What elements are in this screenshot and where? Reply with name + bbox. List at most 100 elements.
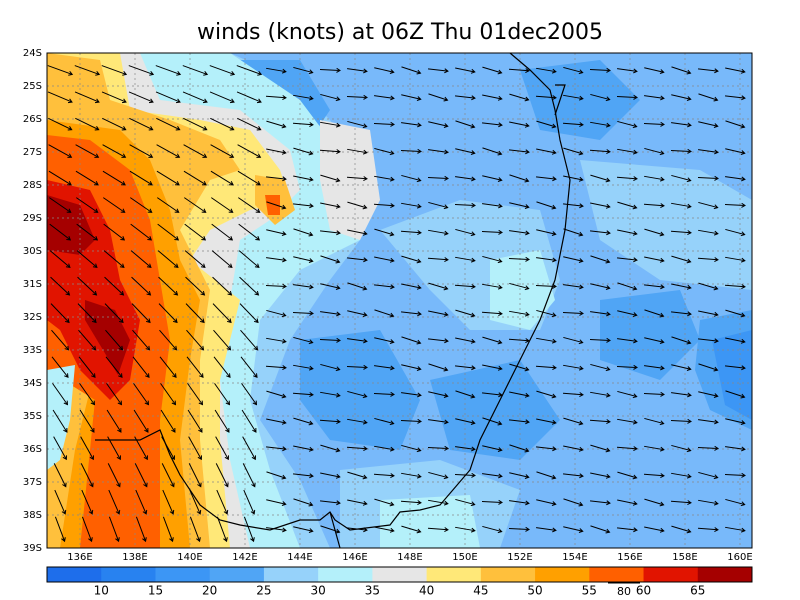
colorbar-swatch (155, 567, 211, 582)
wind-arrow (54, 489, 67, 515)
wind-arrow (346, 176, 368, 182)
wind-arrow (482, 203, 503, 209)
wind-arrow (347, 418, 368, 425)
wind-arrow (104, 303, 124, 324)
wind-arrow (671, 122, 692, 128)
wind-arrow (293, 336, 314, 345)
wind-arrow (428, 310, 449, 317)
wind-arrow (347, 390, 368, 399)
wind-arrow (374, 67, 395, 74)
wind-arrow (671, 174, 692, 183)
wind-arrow (347, 229, 368, 236)
wind-arrow (320, 283, 341, 290)
wind-arrow (428, 282, 449, 291)
wind-arrow (215, 463, 229, 488)
wind-arrow (401, 525, 422, 534)
wind-arrow (481, 229, 503, 235)
wind-arrow (671, 392, 692, 398)
wind-arrow (563, 175, 584, 182)
wind-arrow (129, 170, 153, 186)
wind-arrow (78, 356, 96, 379)
wind-arrow (185, 303, 205, 324)
wind-arrow (159, 329, 178, 351)
wind-arrow (536, 337, 557, 344)
wind-arrow (238, 197, 261, 213)
colorbar-label: 35 (365, 584, 380, 598)
lon-label: 140E (177, 552, 202, 563)
wind-arrow (101, 91, 127, 104)
colorbar-swatch (535, 567, 590, 582)
wind-arrow (670, 148, 692, 154)
wind-arrow (644, 337, 665, 344)
wind-arrow (670, 230, 692, 236)
wind-arrow (54, 516, 66, 543)
wind-arrow (401, 122, 422, 128)
wind-arrow (671, 94, 692, 101)
wind-arrow (189, 516, 201, 543)
wind-arrow (644, 498, 665, 507)
wind-arrow (47, 91, 73, 104)
wind-arrow (589, 419, 611, 425)
wind-arrow (401, 255, 422, 264)
lat-label: 26S (23, 114, 42, 125)
wind-arrow (133, 409, 149, 433)
wind-arrow (102, 170, 126, 186)
wind-arrow (455, 309, 476, 318)
wind-arrow (373, 121, 395, 127)
wind-arrow (160, 409, 176, 433)
wind-arrow (428, 391, 449, 398)
wind-arrow (643, 391, 665, 397)
wind-arrow (455, 498, 476, 507)
wind-arrow (266, 446, 287, 452)
wind-arrow (482, 175, 503, 182)
wind-arrow (374, 175, 395, 182)
wind-arrow (186, 356, 204, 379)
wind-arrow (482, 473, 503, 479)
wind-arrow (47, 65, 74, 76)
wind-arrow (51, 329, 70, 351)
wind-arrow (293, 147, 314, 156)
colorbar-label: 15 (148, 584, 163, 598)
wind-arrow (590, 500, 611, 506)
wind-arrow (128, 91, 154, 104)
wind-arrow (75, 170, 99, 186)
wind-arrow (400, 148, 422, 154)
wind-arrow (563, 228, 584, 237)
wind-arrow (644, 417, 665, 426)
wind-arrow (347, 310, 368, 317)
wind-arrow (266, 201, 287, 210)
lon-label: 152E (507, 552, 532, 563)
wind-arrow (698, 419, 719, 425)
wind-arrow (266, 418, 287, 425)
lat-label: 36S (23, 444, 42, 455)
wind-arrow (102, 117, 127, 131)
wind-arrow (644, 147, 665, 156)
wind-arrow (48, 117, 73, 131)
wind-arrow (347, 499, 368, 506)
wind-arrow (243, 489, 256, 515)
wind-arrow (427, 175, 449, 181)
wind-arrow (725, 67, 746, 74)
wind-arrow (698, 229, 719, 236)
wind-arrow (238, 223, 261, 241)
wind-arrow (347, 120, 368, 129)
wind-arrow (135, 516, 147, 543)
wind-arrow (293, 284, 314, 290)
wind-arrow (508, 526, 530, 532)
wind-arrow (455, 95, 476, 101)
wind-arrow (482, 336, 503, 345)
wind-arrow (347, 338, 368, 344)
wind-arrow (617, 229, 638, 236)
lon-label: 142E (232, 552, 257, 563)
wind-arrow (644, 284, 665, 290)
wind-arrow (697, 527, 719, 533)
wind-arrow (77, 276, 98, 296)
wind-arrow (455, 446, 476, 452)
wind-arrow (536, 527, 557, 533)
wind-arrow (427, 257, 449, 263)
wind-arrow (562, 122, 584, 128)
wind-arrow (237, 144, 262, 158)
colorbar-frame (46, 566, 753, 583)
wind-arrow (617, 471, 638, 480)
wind-arrow (242, 463, 256, 488)
